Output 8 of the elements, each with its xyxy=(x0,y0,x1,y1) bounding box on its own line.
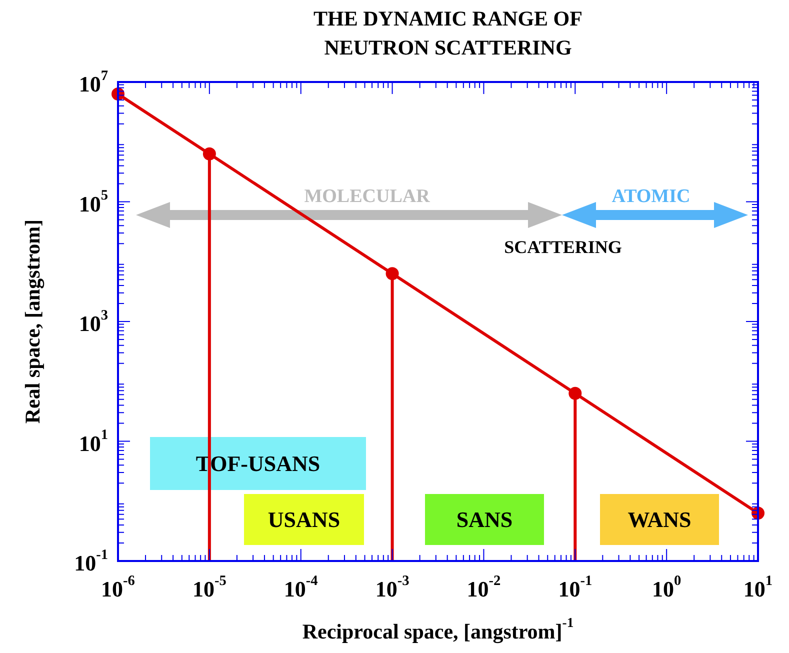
annotation: SCATTERING xyxy=(503,236,623,258)
annotation: MOLECULAR xyxy=(303,185,431,209)
label-box: USANS xyxy=(244,494,364,545)
label-box: SANS xyxy=(425,494,544,545)
y-axis-title: Real space, [angstrom] xyxy=(20,219,44,424)
chart-title: THE DYNAMIC RANGE OF NEUTRON SCATTERING xyxy=(314,6,582,60)
label-box: WANS xyxy=(600,494,719,545)
annotation: ATOMIC xyxy=(610,185,692,209)
